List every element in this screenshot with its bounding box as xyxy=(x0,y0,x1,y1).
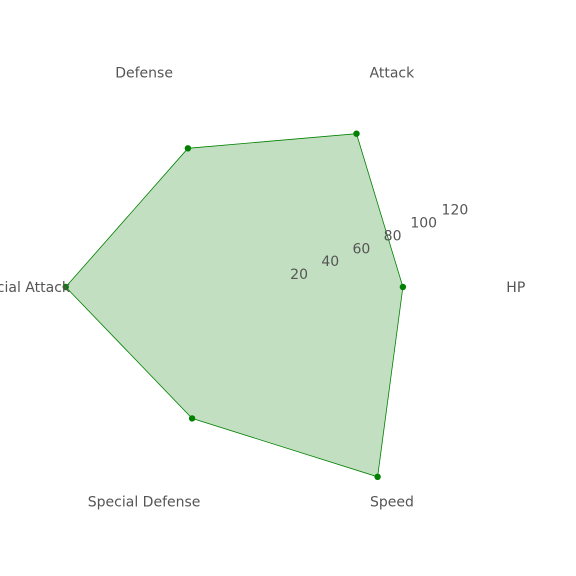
series-area xyxy=(65,133,404,478)
data-point-special-defense xyxy=(188,415,196,422)
radial-tick-20: 20 xyxy=(290,267,308,283)
data-point-speed xyxy=(374,473,381,480)
data-point-hp xyxy=(399,283,407,291)
radial-tick-80: 80 xyxy=(384,228,402,244)
radial-tick-40: 40 xyxy=(321,254,339,270)
axis-label-special-defense: Special Defense xyxy=(88,495,201,511)
axis-label-special-attack: Special Attack xyxy=(0,280,71,296)
data-point-special-attack xyxy=(62,283,69,291)
axis-label-hp: HP xyxy=(506,280,525,296)
axis-label-attack: Attack xyxy=(370,65,416,81)
axis-labels: HP Attack Defense Special Attack Special Def… xyxy=(0,65,525,510)
series-layer xyxy=(62,130,407,480)
radial-tick-100: 100 xyxy=(410,216,437,232)
radial-tick-labels: 20 40 60 80 100 120 xyxy=(290,203,468,284)
radial-tick-60: 60 xyxy=(352,241,370,257)
axis-label-defense: Defense xyxy=(115,65,173,81)
radial-tick-120: 120 xyxy=(442,203,469,219)
data-point-attack xyxy=(353,130,360,137)
axis-label-speed: Speed xyxy=(370,495,414,511)
data-point-defense xyxy=(184,145,192,152)
